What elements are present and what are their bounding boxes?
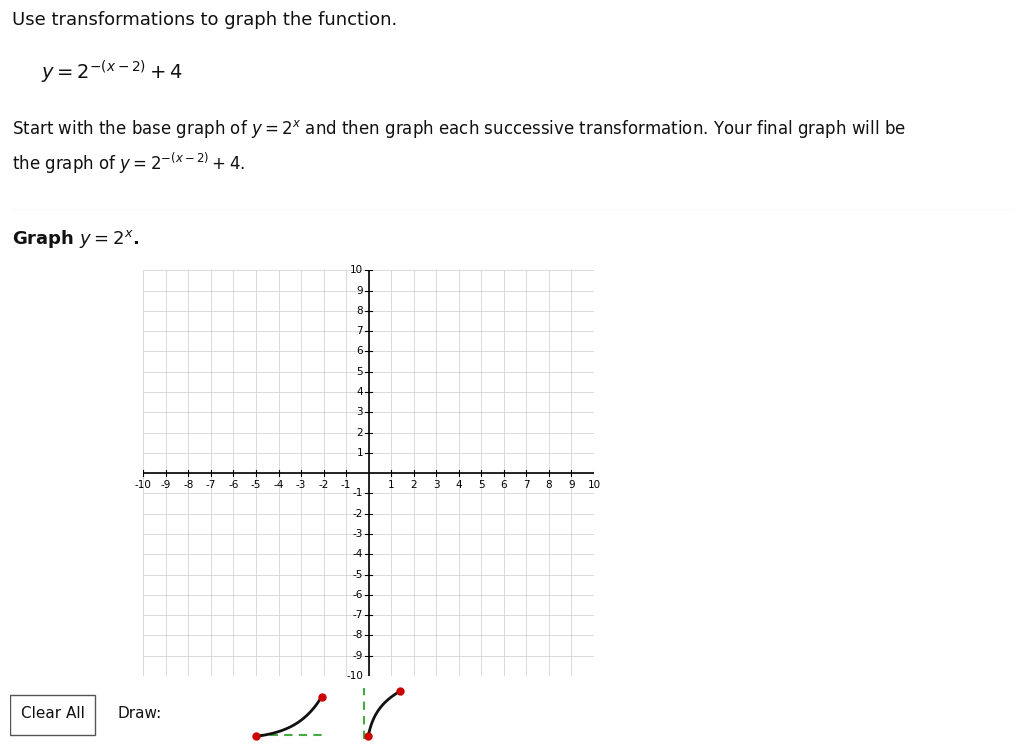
Text: -10: -10: [135, 480, 152, 490]
Text: 1: 1: [356, 448, 364, 458]
Text: 8: 8: [546, 480, 552, 490]
Text: -8: -8: [183, 480, 194, 490]
Text: 6: 6: [501, 480, 507, 490]
Text: 10: 10: [350, 265, 364, 276]
Text: -9: -9: [352, 650, 364, 661]
Text: 7: 7: [523, 480, 529, 490]
Text: -7: -7: [352, 610, 364, 620]
Text: 6: 6: [356, 346, 364, 357]
Text: -6: -6: [352, 590, 364, 600]
Text: -1: -1: [341, 480, 351, 490]
Text: 2: 2: [356, 427, 364, 438]
Text: -2: -2: [352, 508, 364, 519]
Text: Clear All: Clear All: [20, 706, 84, 721]
Text: -1: -1: [352, 488, 364, 499]
Text: -5: -5: [251, 480, 261, 490]
Text: 3: 3: [433, 480, 439, 490]
Text: -6: -6: [228, 480, 239, 490]
Text: -10: -10: [346, 671, 364, 681]
Text: 2: 2: [411, 480, 417, 490]
FancyBboxPatch shape: [10, 695, 94, 735]
Text: 9: 9: [356, 285, 364, 296]
Text: 3: 3: [356, 407, 364, 418]
Text: 8: 8: [356, 306, 364, 316]
Text: -9: -9: [161, 480, 171, 490]
Text: -4: -4: [352, 549, 364, 559]
Text: 7: 7: [356, 326, 364, 336]
Text: -8: -8: [352, 630, 364, 641]
Text: Draw:: Draw:: [117, 706, 162, 721]
Text: Graph $y = 2^{x}$.: Graph $y = 2^{x}$.: [12, 228, 139, 250]
Text: 10: 10: [588, 480, 600, 490]
Text: 1: 1: [388, 480, 394, 490]
Text: -7: -7: [206, 480, 216, 490]
Text: $y = 2^{-(x-2)} + 4$: $y = 2^{-(x-2)} + 4$: [41, 59, 183, 86]
Text: -2: -2: [318, 480, 329, 490]
Text: 5: 5: [356, 366, 364, 377]
Text: Use transformations to graph the function.: Use transformations to graph the functio…: [12, 11, 397, 29]
Text: -3: -3: [352, 529, 364, 539]
Text: 4: 4: [356, 387, 364, 397]
Text: -4: -4: [273, 480, 284, 490]
Text: Start with the base graph of $y = 2^{x}$ and then graph each successive transfor: Start with the base graph of $y = 2^{x}$…: [12, 118, 906, 176]
Text: 9: 9: [568, 480, 574, 490]
Text: 5: 5: [478, 480, 484, 490]
Text: 4: 4: [456, 480, 462, 490]
Text: -3: -3: [296, 480, 306, 490]
Text: -5: -5: [352, 569, 364, 580]
